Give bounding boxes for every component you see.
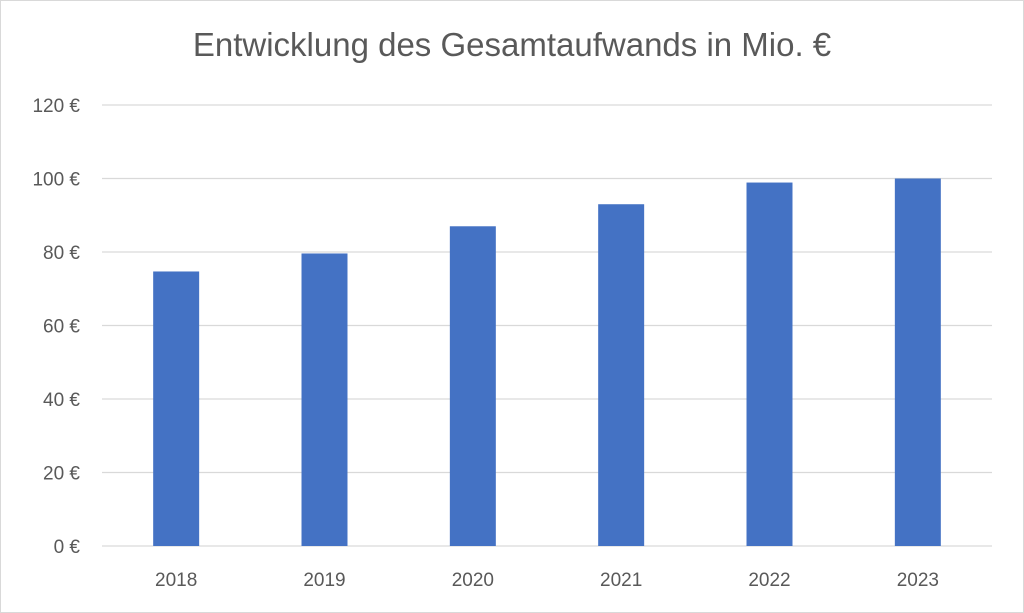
bar-2021 [598, 204, 645, 546]
y-tick-label: 40 € [43, 390, 80, 411]
x-tick-label: 2021 [600, 570, 642, 591]
chart-title: Entwicklung des Gesamtaufwands in Mio. € [192, 26, 832, 63]
y-tick-label: 80 € [43, 243, 80, 264]
x-tick-label: 2020 [452, 570, 494, 591]
x-tick-label: 2022 [748, 570, 790, 591]
y-tick-label: 60 € [43, 317, 80, 338]
bar-2020 [449, 226, 496, 546]
gridlines [102, 104, 992, 547]
bar-2018 [153, 271, 200, 546]
x-tick-label: 2018 [155, 570, 197, 591]
bar-2019 [301, 253, 348, 546]
y-tick-label: 120 € [32, 96, 80, 117]
y-tick-label: 20 € [43, 464, 80, 485]
bars [153, 178, 941, 547]
y-tick-label: 100 € [32, 170, 80, 191]
y-tick-label: 0 € [54, 537, 81, 558]
bar-2023 [894, 178, 941, 546]
x-tick-label: 2023 [897, 570, 939, 591]
bar-2022 [746, 182, 793, 547]
y-axis-ticks: 0 € 20 € 40 € 60 € 80 € 100 € 120 € [32, 96, 80, 558]
x-axis-ticks: 2018 2019 2020 2021 2022 2023 [155, 570, 939, 591]
x-tick-label: 2019 [303, 570, 345, 591]
